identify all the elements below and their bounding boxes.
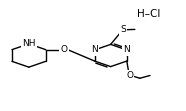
Text: N: N <box>123 45 130 55</box>
Text: N: N <box>91 45 98 55</box>
Text: O: O <box>126 71 133 80</box>
Text: H–Cl: H–Cl <box>137 9 161 19</box>
Text: NH: NH <box>22 39 36 48</box>
Text: S: S <box>120 25 126 35</box>
Text: O: O <box>61 45 68 54</box>
